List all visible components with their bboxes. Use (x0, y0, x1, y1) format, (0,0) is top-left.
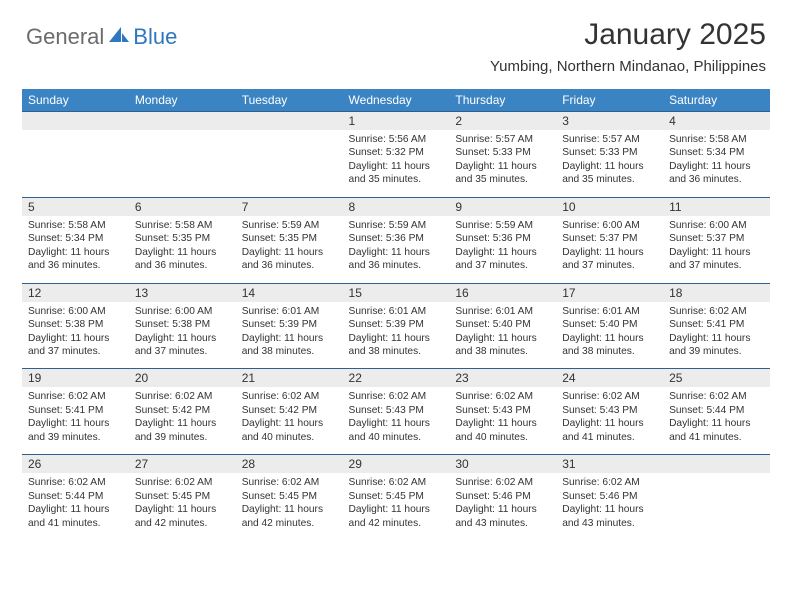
day-number-cell: 23 (449, 369, 556, 388)
page-title: January 2025 (490, 18, 766, 52)
day-detail-row: Sunrise: 6:02 AMSunset: 5:44 PMDaylight:… (22, 473, 770, 540)
day-number-cell: 6 (129, 197, 236, 216)
day-number-cell (22, 112, 129, 131)
day-detail-cell: Sunrise: 6:02 AMSunset: 5:43 PMDaylight:… (343, 387, 450, 454)
day-number-cell: 2 (449, 112, 556, 131)
logo-text-general: General (26, 24, 104, 50)
location-subtitle: Yumbing, Northern Mindanao, Philippines (490, 58, 766, 75)
day-detail-cell: Sunrise: 6:02 AMSunset: 5:41 PMDaylight:… (22, 387, 129, 454)
day-number-row: 567891011 (22, 197, 770, 216)
day-detail-cell: Sunrise: 6:02 AMSunset: 5:42 PMDaylight:… (129, 387, 236, 454)
day-detail-cell: Sunrise: 5:58 AMSunset: 5:34 PMDaylight:… (22, 216, 129, 283)
day-number-row: 262728293031 (22, 455, 770, 474)
day-number-cell: 17 (556, 283, 663, 302)
day-detail-cell: Sunrise: 5:58 AMSunset: 5:35 PMDaylight:… (129, 216, 236, 283)
day-detail-cell: Sunrise: 6:02 AMSunset: 5:45 PMDaylight:… (129, 473, 236, 540)
day-detail-cell: Sunrise: 5:59 AMSunset: 5:36 PMDaylight:… (343, 216, 450, 283)
day-number-cell: 5 (22, 197, 129, 216)
day-number-cell: 20 (129, 369, 236, 388)
day-number-cell: 7 (236, 197, 343, 216)
day-detail-cell: Sunrise: 6:01 AMSunset: 5:39 PMDaylight:… (236, 302, 343, 369)
day-number-cell: 31 (556, 455, 663, 474)
day-number-cell: 15 (343, 283, 450, 302)
day-detail-cell (663, 473, 770, 540)
day-number-cell: 29 (343, 455, 450, 474)
day-number-cell: 27 (129, 455, 236, 474)
day-detail-cell: Sunrise: 6:00 AMSunset: 5:38 PMDaylight:… (129, 302, 236, 369)
day-detail-cell: Sunrise: 6:02 AMSunset: 5:46 PMDaylight:… (449, 473, 556, 540)
day-number-cell: 4 (663, 112, 770, 131)
day-detail-row: Sunrise: 5:58 AMSunset: 5:34 PMDaylight:… (22, 216, 770, 283)
day-detail-row: Sunrise: 6:00 AMSunset: 5:38 PMDaylight:… (22, 302, 770, 369)
logo: General Blue (26, 24, 177, 50)
day-detail-cell (236, 130, 343, 197)
day-number-cell (663, 455, 770, 474)
day-header: Sunday (22, 89, 129, 112)
day-detail-cell: Sunrise: 6:00 AMSunset: 5:37 PMDaylight:… (556, 216, 663, 283)
day-detail-cell: Sunrise: 6:02 AMSunset: 5:44 PMDaylight:… (22, 473, 129, 540)
day-header: Thursday (449, 89, 556, 112)
day-number-cell (129, 112, 236, 131)
title-block: January 2025 Yumbing, Northern Mindanao,… (490, 18, 766, 75)
day-detail-cell: Sunrise: 6:01 AMSunset: 5:39 PMDaylight:… (343, 302, 450, 369)
day-header: Saturday (663, 89, 770, 112)
day-detail-cell: Sunrise: 6:01 AMSunset: 5:40 PMDaylight:… (556, 302, 663, 369)
day-number-cell: 8 (343, 197, 450, 216)
day-detail-cell: Sunrise: 6:02 AMSunset: 5:44 PMDaylight:… (663, 387, 770, 454)
day-detail-cell: Sunrise: 6:02 AMSunset: 5:45 PMDaylight:… (343, 473, 450, 540)
day-number-cell: 24 (556, 369, 663, 388)
day-detail-cell: Sunrise: 6:02 AMSunset: 5:42 PMDaylight:… (236, 387, 343, 454)
day-header: Friday (556, 89, 663, 112)
day-number-cell: 11 (663, 197, 770, 216)
day-number-cell (236, 112, 343, 131)
day-detail-cell (129, 130, 236, 197)
day-number-cell: 30 (449, 455, 556, 474)
day-detail-cell: Sunrise: 6:01 AMSunset: 5:40 PMDaylight:… (449, 302, 556, 369)
day-detail-row: Sunrise: 6:02 AMSunset: 5:41 PMDaylight:… (22, 387, 770, 454)
day-detail-cell: Sunrise: 5:58 AMSunset: 5:34 PMDaylight:… (663, 130, 770, 197)
day-number-cell: 28 (236, 455, 343, 474)
day-header: Monday (129, 89, 236, 112)
logo-text-blue: Blue (133, 24, 177, 50)
day-number-cell: 1 (343, 112, 450, 131)
calendar-table: Sunday Monday Tuesday Wednesday Thursday… (22, 89, 770, 540)
day-detail-cell: Sunrise: 6:02 AMSunset: 5:45 PMDaylight:… (236, 473, 343, 540)
day-number-cell: 19 (22, 369, 129, 388)
day-number-cell: 14 (236, 283, 343, 302)
day-detail-cell: Sunrise: 5:59 AMSunset: 5:36 PMDaylight:… (449, 216, 556, 283)
day-header-row: Sunday Monday Tuesday Wednesday Thursday… (22, 89, 770, 112)
day-number-cell: 26 (22, 455, 129, 474)
day-number-row: 12131415161718 (22, 283, 770, 302)
day-detail-cell: Sunrise: 5:59 AMSunset: 5:35 PMDaylight:… (236, 216, 343, 283)
day-detail-cell: Sunrise: 5:57 AMSunset: 5:33 PMDaylight:… (449, 130, 556, 197)
day-detail-row: Sunrise: 5:56 AMSunset: 5:32 PMDaylight:… (22, 130, 770, 197)
logo-sail-icon (108, 25, 130, 50)
day-detail-cell: Sunrise: 6:02 AMSunset: 5:41 PMDaylight:… (663, 302, 770, 369)
day-number-cell: 21 (236, 369, 343, 388)
day-number-cell: 3 (556, 112, 663, 131)
day-detail-cell (22, 130, 129, 197)
day-number-cell: 9 (449, 197, 556, 216)
day-number-cell: 22 (343, 369, 450, 388)
day-number-cell: 18 (663, 283, 770, 302)
day-header: Tuesday (236, 89, 343, 112)
header: General Blue January 2025 Yumbing, North… (0, 0, 792, 79)
day-detail-cell: Sunrise: 5:56 AMSunset: 5:32 PMDaylight:… (343, 130, 450, 197)
day-detail-cell: Sunrise: 6:02 AMSunset: 5:43 PMDaylight:… (449, 387, 556, 454)
day-number-row: 1234 (22, 112, 770, 131)
day-number-row: 19202122232425 (22, 369, 770, 388)
day-number-cell: 13 (129, 283, 236, 302)
day-detail-cell: Sunrise: 6:00 AMSunset: 5:38 PMDaylight:… (22, 302, 129, 369)
day-header: Wednesday (343, 89, 450, 112)
day-detail-cell: Sunrise: 6:02 AMSunset: 5:46 PMDaylight:… (556, 473, 663, 540)
day-detail-cell: Sunrise: 5:57 AMSunset: 5:33 PMDaylight:… (556, 130, 663, 197)
day-detail-cell: Sunrise: 6:02 AMSunset: 5:43 PMDaylight:… (556, 387, 663, 454)
day-detail-cell: Sunrise: 6:00 AMSunset: 5:37 PMDaylight:… (663, 216, 770, 283)
day-number-cell: 12 (22, 283, 129, 302)
day-number-cell: 25 (663, 369, 770, 388)
day-number-cell: 16 (449, 283, 556, 302)
day-number-cell: 10 (556, 197, 663, 216)
